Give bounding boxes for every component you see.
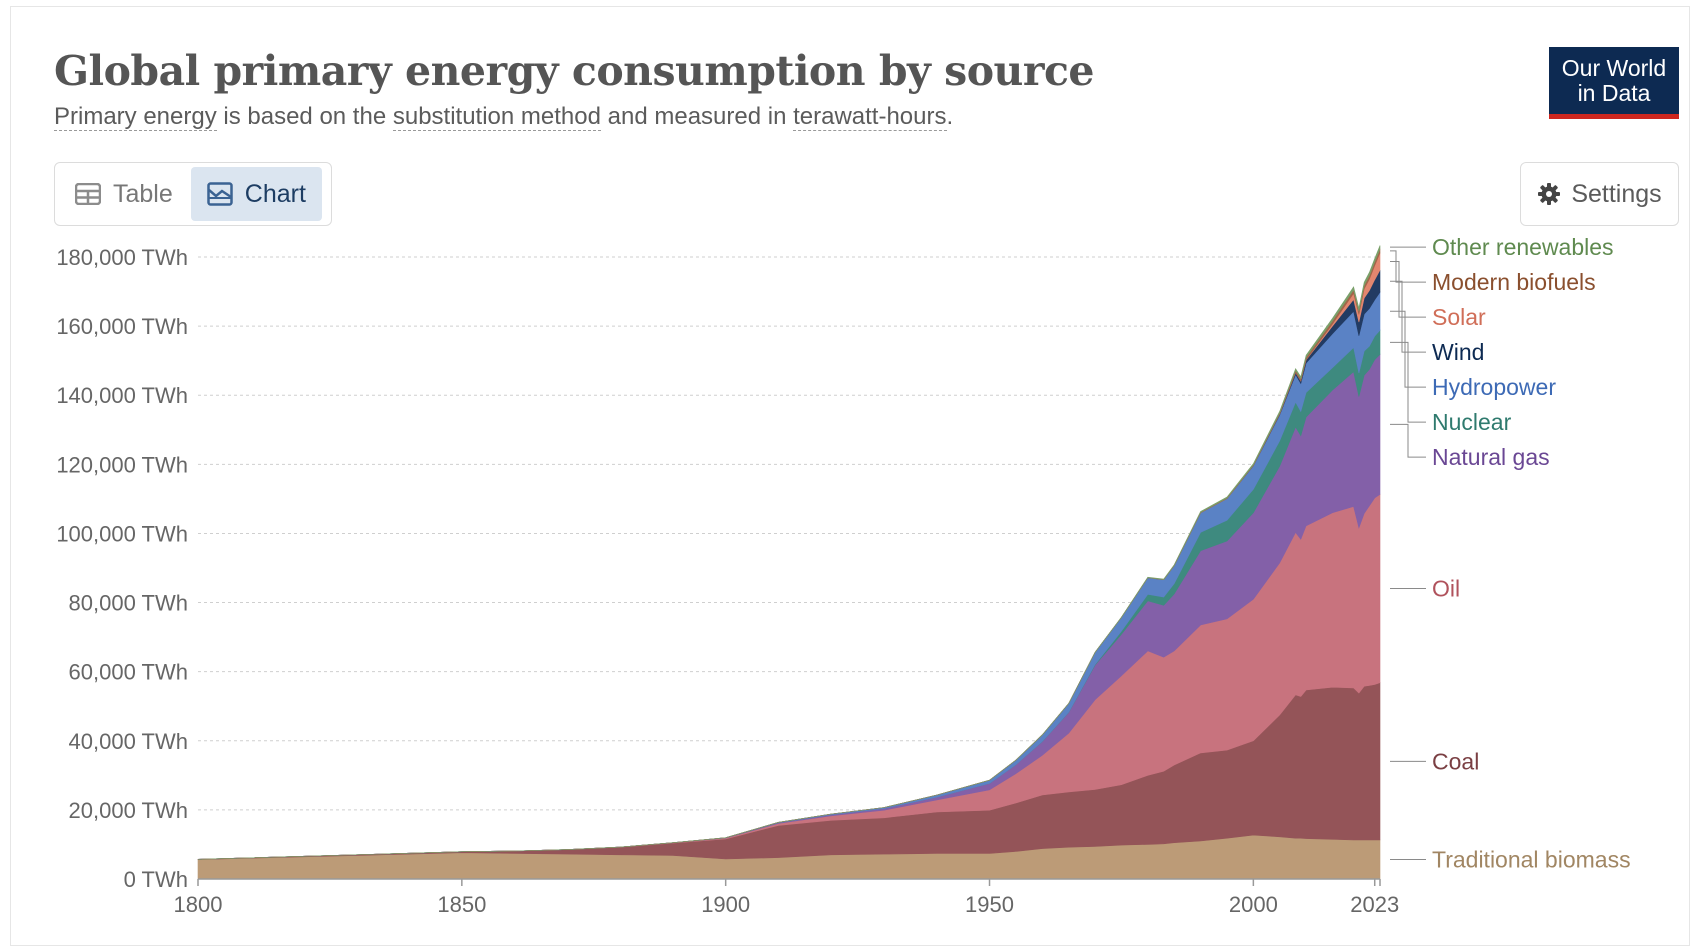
legend-label-traditional-biomass: Traditional biomass xyxy=(1432,846,1631,872)
table-icon xyxy=(75,183,101,205)
y-tick-label: 0 TWh xyxy=(124,867,188,892)
settings-label: Settings xyxy=(1571,179,1662,208)
legend-connector xyxy=(1390,280,1426,353)
legend-connector xyxy=(1390,250,1426,283)
subtitle-text-2: and measured in xyxy=(600,103,794,130)
chart-tab-label: Chart xyxy=(244,179,306,208)
y-tick-label: 20,000 TWh xyxy=(69,798,188,823)
legend-label-wind: Wind xyxy=(1432,339,1484,365)
legend-label-modern-biofuels: Modern biofuels xyxy=(1432,269,1596,295)
legend-label-coal: Coal xyxy=(1432,748,1479,774)
y-tick-label: 100,000 TWh xyxy=(56,521,188,546)
series-legend: Other renewables Modern biofuels Solar Wind… xyxy=(1390,234,1631,872)
area-other-renewables xyxy=(197,245,1381,860)
subtitle-text-3: . xyxy=(946,103,954,130)
legend-connector xyxy=(1390,260,1426,318)
x-axis: 1800 1850 1900 1950 2000 2023 xyxy=(174,878,1399,917)
primary-energy-link[interactable]: Primary energy xyxy=(54,103,217,131)
view-toggle: Table Chart xyxy=(54,162,332,226)
y-tick-label: 140,000 TWh xyxy=(56,383,188,408)
substitution-method-link[interactable]: substitution method xyxy=(392,103,601,131)
x-tick-label: 1950 xyxy=(965,892,1014,917)
subtitle-text-1: is based on the xyxy=(216,103,393,130)
legend-connector xyxy=(1390,423,1426,458)
legend-label-nuclear: Nuclear xyxy=(1432,409,1512,435)
logo-line-1: Our World xyxy=(1561,55,1667,82)
x-tick-label: 1800 xyxy=(174,892,223,917)
legend-connector xyxy=(1390,341,1426,423)
chart-tab[interactable]: Chart xyxy=(190,167,322,221)
y-tick-label: 180,000 TWh xyxy=(56,245,188,270)
gear-icon xyxy=(1538,183,1561,205)
legend-label-oil: Oil xyxy=(1432,576,1460,602)
y-tick-label: 120,000 TWh xyxy=(56,452,188,477)
stacked-areas xyxy=(197,245,1381,880)
x-tick-label: 1850 xyxy=(437,892,486,917)
owid-logo[interactable]: Our World in Data xyxy=(1549,47,1679,119)
chart-subtitle: Primary energy is based on the substitut… xyxy=(54,103,953,131)
table-tab[interactable]: Table xyxy=(59,167,189,221)
table-tab-label: Table xyxy=(113,179,173,208)
x-tick-label: 1900 xyxy=(701,892,750,917)
y-tick-label: 60,000 TWh xyxy=(69,660,188,685)
legend-connector xyxy=(1390,310,1426,388)
legend-label-solar: Solar xyxy=(1432,304,1486,330)
settings-button[interactable]: Settings xyxy=(1520,162,1679,226)
legend-label-hydropower: Hydropower xyxy=(1432,374,1556,400)
terawatt-hours-link[interactable]: terawatt-hours xyxy=(793,103,947,131)
chart-title: Global primary energy consumption by sou… xyxy=(54,47,1095,95)
legend-label-other-renewables: Other renewables xyxy=(1432,234,1614,260)
chart-icon xyxy=(207,182,233,206)
y-tick-label: 40,000 TWh xyxy=(69,729,188,754)
y-axis-labels: 0 TWh 20,000 TWh 40,000 TWh 60,000 TWh 80,00… xyxy=(56,245,188,892)
legend-label-natural-gas: Natural gas xyxy=(1432,444,1550,470)
energy-area-chart: 0 TWh 20,000 TWh 40,000 TWh 60,000 TWh 80,00… xyxy=(56,234,1631,917)
x-tick-label: 2023 xyxy=(1350,892,1399,917)
chart-card: Global primary energy consumption by sou… xyxy=(10,6,1690,946)
y-tick-label: 160,000 TWh xyxy=(56,314,188,339)
x-tick-label: 2000 xyxy=(1229,892,1278,917)
logo-line-2: in Data xyxy=(1577,79,1651,106)
y-tick-label: 80,000 TWh xyxy=(69,591,188,616)
